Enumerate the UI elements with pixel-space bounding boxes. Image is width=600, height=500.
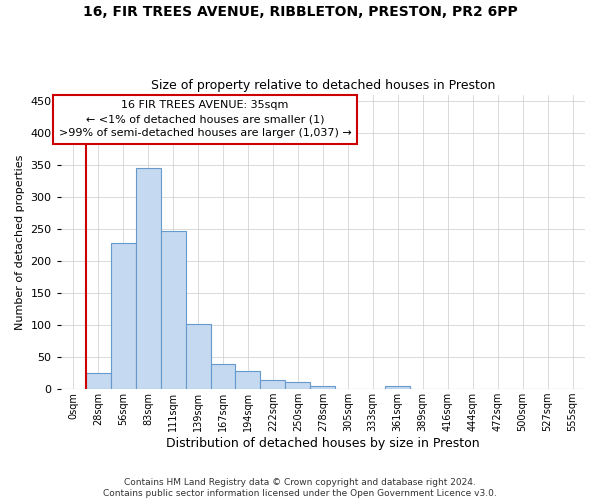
Y-axis label: Number of detached properties: Number of detached properties xyxy=(15,154,25,330)
Bar xyxy=(110,243,136,389)
Bar xyxy=(161,231,185,389)
Text: Contains HM Land Registry data © Crown copyright and database right 2024.
Contai: Contains HM Land Registry data © Crown c… xyxy=(103,478,497,498)
Bar xyxy=(385,386,410,389)
Bar xyxy=(136,168,161,389)
Bar xyxy=(286,382,310,389)
Bar xyxy=(211,364,235,389)
Title: Size of property relative to detached houses in Preston: Size of property relative to detached ho… xyxy=(151,79,495,92)
Bar xyxy=(260,380,286,389)
Bar xyxy=(235,370,260,389)
X-axis label: Distribution of detached houses by size in Preston: Distribution of detached houses by size … xyxy=(166,437,479,450)
Text: 16 FIR TREES AVENUE: 35sqm
← <1% of detached houses are smaller (1)
>99% of semi: 16 FIR TREES AVENUE: 35sqm ← <1% of deta… xyxy=(59,100,351,138)
Text: 16, FIR TREES AVENUE, RIBBLETON, PRESTON, PR2 6PP: 16, FIR TREES AVENUE, RIBBLETON, PRESTON… xyxy=(83,5,517,19)
Bar xyxy=(310,386,335,389)
Bar xyxy=(185,324,211,389)
Bar xyxy=(86,373,110,389)
